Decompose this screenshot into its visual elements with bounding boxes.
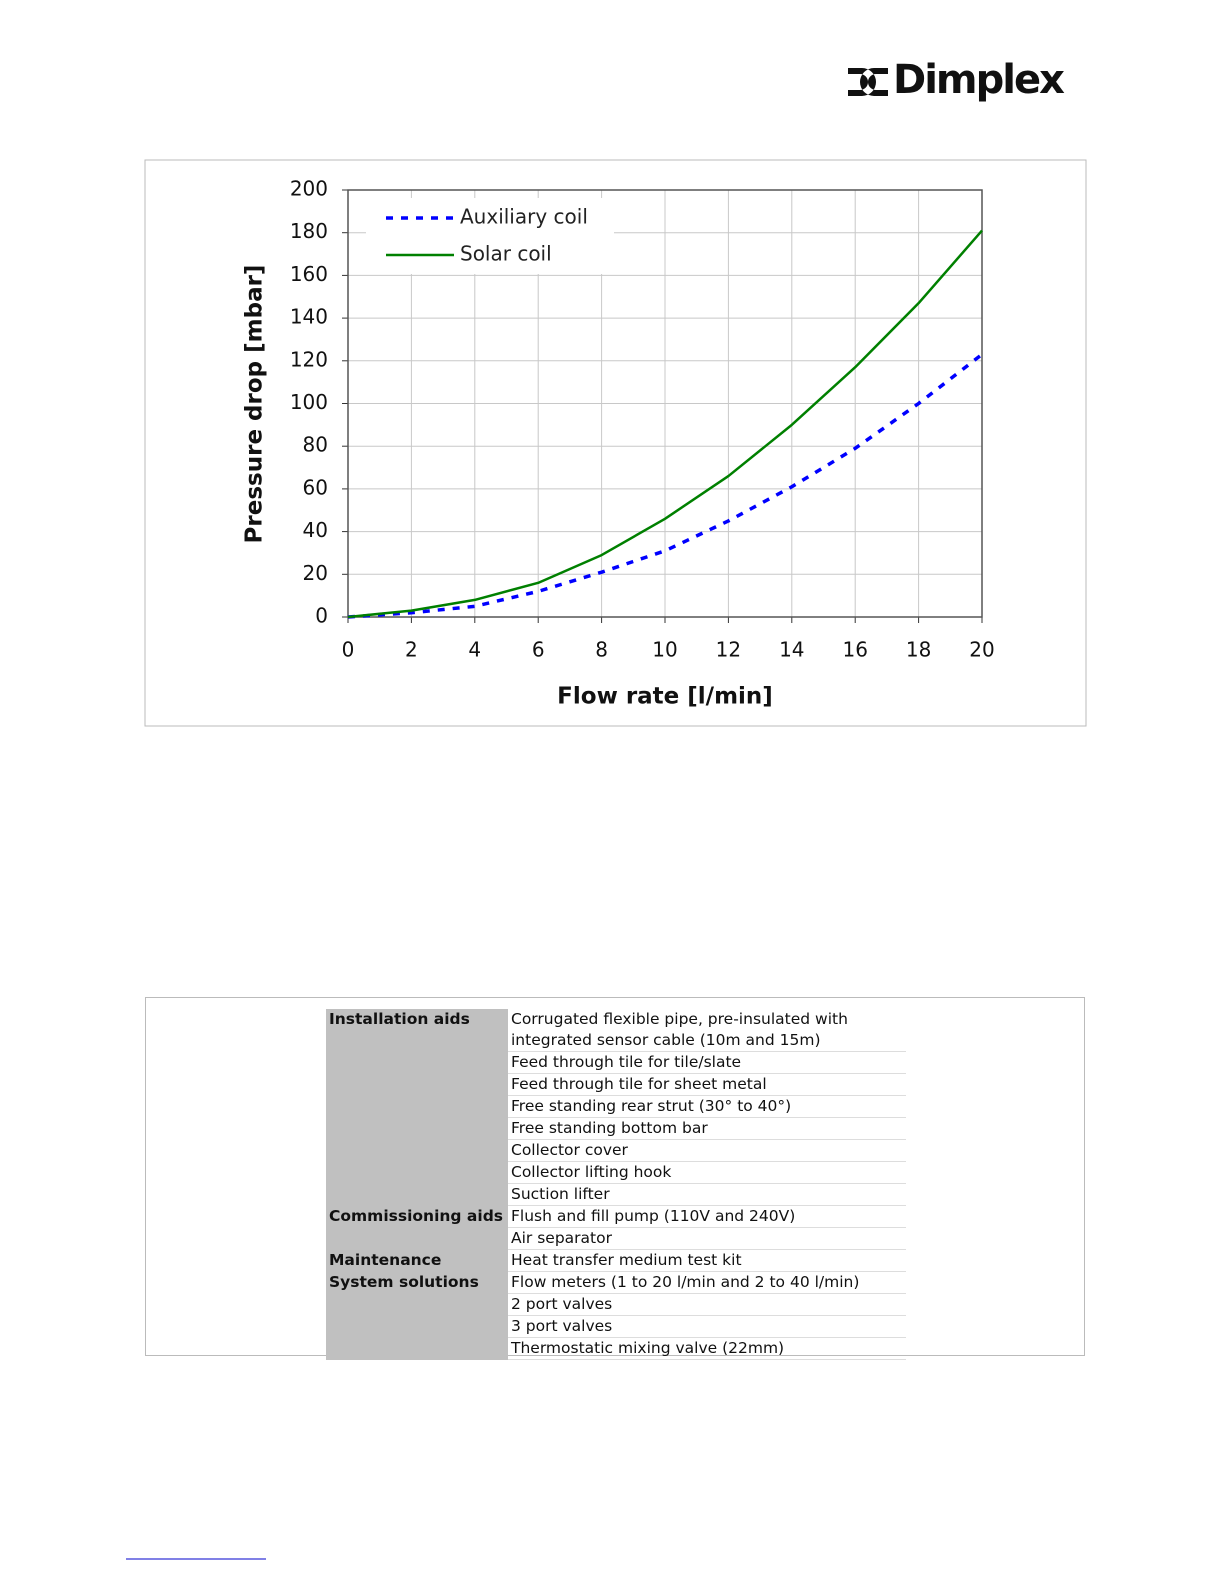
x-axis-label: Flow rate [l/min]	[557, 684, 773, 710]
logo-icon	[848, 68, 888, 96]
table-row: Feed through tile for tile/slate	[326, 1051, 906, 1074]
table-row: Feed through tile for sheet metal	[326, 1073, 906, 1096]
data-line	[347, 229, 983, 619]
y-tick-label: 20	[303, 561, 328, 585]
x-tick-label: 16	[842, 638, 867, 662]
x-tick-label: 20	[969, 638, 994, 662]
group-label: Maintenance	[326, 1249, 508, 1272]
chart-frame	[144, 159, 1087, 727]
item-cell: Free standing rear strut (30° to 40°)	[508, 1095, 906, 1118]
y-tick-label: 80	[303, 433, 328, 457]
x-tick-label: 14	[779, 638, 804, 662]
x-tick-label: 2	[405, 638, 418, 662]
item-cell: Feed through tile for tile/slate	[508, 1051, 906, 1074]
y-tick-label: 60	[303, 475, 328, 499]
item-cell: Air separator	[508, 1227, 906, 1250]
y-tick-label: 120	[290, 347, 328, 371]
legend-box	[366, 198, 614, 274]
table-row: Commissioning aids Flush and fill pump (1…	[326, 1205, 906, 1250]
y-axis-label: Pressure drop [mbar]	[242, 265, 268, 544]
y-tick-label: 180	[290, 219, 328, 243]
group-label: Commissioning aids	[326, 1205, 508, 1250]
table-row: Air separator	[326, 1227, 906, 1250]
x-tick-label: 8	[595, 638, 608, 662]
item-cell: Suction lifter	[508, 1183, 906, 1206]
y-tick-label: 160	[290, 262, 328, 286]
table-row: 3 port valves	[326, 1315, 906, 1338]
group-label: System solutions	[326, 1271, 508, 1360]
table-row: System solutions Flow meters (1 to 20 l/m…	[326, 1271, 906, 1360]
x-tick-label: 6	[532, 638, 545, 662]
x-tick-label: 4	[468, 638, 481, 662]
group-label: Installation aids	[326, 1009, 508, 1206]
item-cell: Thermostatic mixing valve (22mm)	[508, 1337, 906, 1360]
table-row: Maintenance Heat transfer medium test kit	[326, 1249, 906, 1272]
item-cell: Feed through tile for sheet metal	[508, 1073, 906, 1096]
accessories-table: Installation aids Corrugated flexible pip…	[326, 1009, 906, 1360]
data-line	[347, 353, 984, 619]
table-row: Free standing rear strut (30° to 40°)	[326, 1095, 906, 1118]
item-cell: Heat transfer medium test kit	[508, 1249, 906, 1272]
table-row: Free standing bottom bar	[326, 1117, 906, 1140]
x-tick-label: 12	[716, 638, 741, 662]
table-row: Installation aids Corrugated flexible pip…	[326, 1009, 906, 1206]
y-tick-label: 100	[290, 390, 328, 414]
logo-text: Dimplex	[893, 57, 1065, 103]
table-row: Suction lifter	[326, 1183, 906, 1206]
item-cell: Collector cover	[508, 1139, 906, 1162]
table-frame: Installation aids Corrugated flexible pip…	[145, 997, 1085, 1360]
item-cell: 3 port valves	[508, 1315, 906, 1338]
item-cell: Free standing bottom bar	[508, 1117, 906, 1140]
y-tick-label: 40	[303, 518, 328, 542]
x-tick-label: 0	[342, 638, 355, 662]
x-tick-label: 18	[906, 638, 931, 662]
table-row: Thermostatic mixing valve (22mm)	[326, 1337, 906, 1360]
item-cell: Corrugated flexible pipe, pre-insulated …	[508, 1009, 906, 1052]
item-cell: Collector lifting hook	[508, 1161, 906, 1184]
item-cell: 2 port valves	[508, 1293, 906, 1316]
legend-label: Solar coil	[460, 242, 552, 266]
y-tick-label: 0	[315, 604, 328, 628]
logo: Dimplex	[848, 57, 1067, 103]
table-row: Collector cover	[326, 1139, 906, 1162]
item-cell: Flow meters (1 to 20 l/min and 2 to 40 l…	[508, 1271, 906, 1294]
table-row: 2 port valves	[326, 1293, 906, 1316]
item-cell: Flush and fill pump (110V and 240V)	[508, 1205, 906, 1228]
legend-label: Auxiliary coil	[460, 205, 588, 229]
x-tick-label: 10	[652, 638, 677, 662]
table-row: Collector lifting hook	[326, 1161, 906, 1184]
plot-border	[347, 189, 983, 618]
y-tick-label: 200	[290, 177, 328, 201]
y-tick-label: 140	[290, 305, 328, 329]
